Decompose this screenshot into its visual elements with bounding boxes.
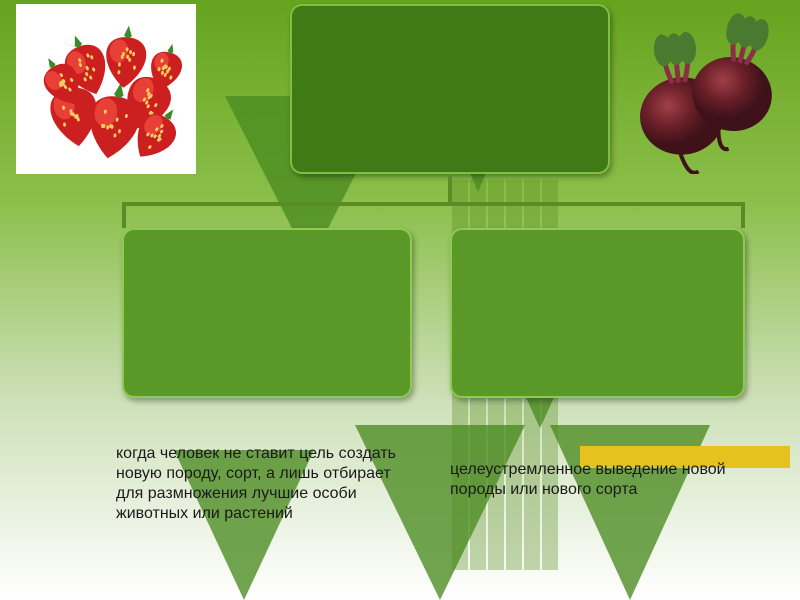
beets-icon <box>604 4 784 174</box>
image-right <box>604 4 784 174</box>
node-right <box>450 228 745 398</box>
connector-vleft <box>122 202 126 228</box>
content-layer: когда человек не ставит цель создать нов… <box>0 0 800 600</box>
image-left <box>16 4 196 174</box>
node-left <box>122 228 412 398</box>
description-left: когда человек не ставит цель создать нов… <box>116 444 416 524</box>
connector-vright <box>741 202 745 228</box>
node-top <box>290 4 610 174</box>
description-right: целеустремленное выведение новой породы … <box>450 460 750 500</box>
strawberries-icon <box>16 4 196 174</box>
connector-stem <box>448 174 452 202</box>
connector-hbar <box>122 202 745 206</box>
